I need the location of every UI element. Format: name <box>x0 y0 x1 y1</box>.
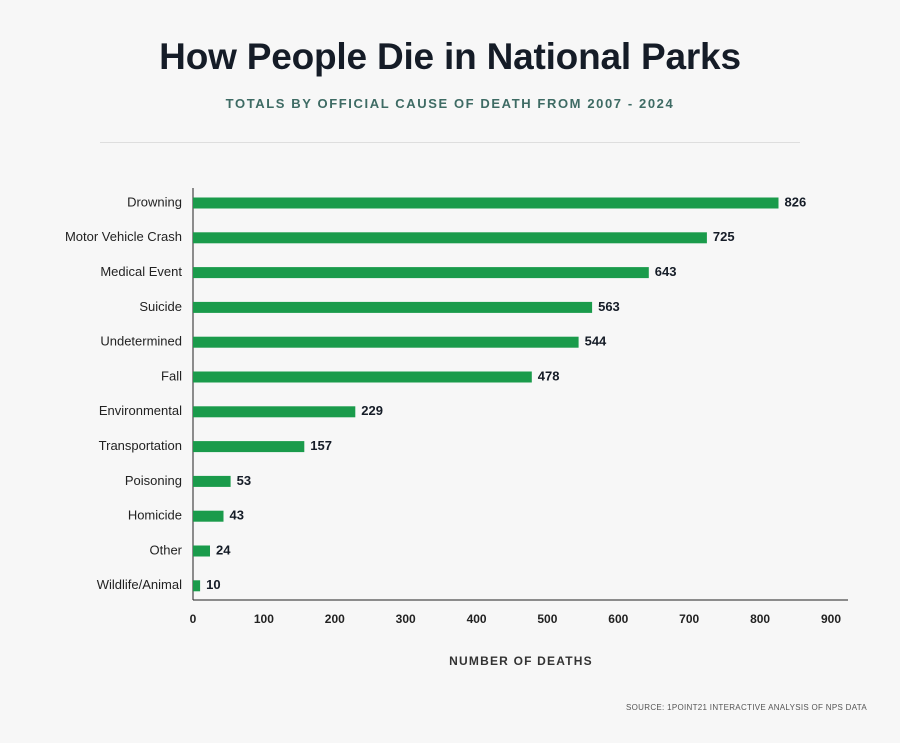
bar <box>193 406 356 418</box>
data-label: 478 <box>538 368 560 383</box>
category-label: Wildlife/Animal <box>97 577 182 592</box>
data-label: 229 <box>361 403 383 418</box>
data-label: 725 <box>713 229 735 244</box>
x-tick-label: 500 <box>537 612 557 626</box>
x-tick-label: 100 <box>254 612 274 626</box>
source-note: SOURCE: 1POINT21 INTERACTIVE ANALYSIS OF… <box>626 703 867 712</box>
data-label: 826 <box>785 194 807 209</box>
data-label: 24 <box>216 542 231 557</box>
data-label: 43 <box>230 508 244 523</box>
x-tick-label: 300 <box>396 612 416 626</box>
category-label: Other <box>149 542 182 557</box>
bar <box>193 232 707 244</box>
x-tick-label: 900 <box>821 612 841 626</box>
chart-title: How People Die in National Parks <box>159 36 741 77</box>
chart-subtitle: TOTALS BY OFFICIAL CAUSE OF DEATH FROM 2… <box>225 96 675 111</box>
bar <box>193 197 779 209</box>
bar <box>193 336 579 348</box>
data-label: 544 <box>585 334 607 349</box>
category-label: Transportation <box>99 438 182 453</box>
bar <box>193 475 231 487</box>
category-label: Undetermined <box>100 334 182 349</box>
x-axis-label: NUMBER OF DEATHS <box>449 654 593 668</box>
bar <box>193 267 649 279</box>
header-divider <box>100 142 800 143</box>
data-label: 563 <box>598 299 620 314</box>
data-label: 643 <box>655 264 677 279</box>
x-tick-label: 800 <box>750 612 770 626</box>
x-tick-label: 400 <box>467 612 487 626</box>
category-label: Suicide <box>139 299 182 314</box>
data-label: 157 <box>310 438 332 453</box>
x-tick-label: 600 <box>608 612 628 626</box>
category-label: Drowning <box>127 194 182 209</box>
bar <box>193 301 593 313</box>
x-tick-label: 700 <box>679 612 699 626</box>
x-tick-label: 0 <box>190 612 197 626</box>
category-label: Homicide <box>128 508 182 523</box>
bar <box>193 441 305 453</box>
category-label: Fall <box>161 368 182 383</box>
category-label: Poisoning <box>125 473 182 488</box>
data-label: 53 <box>237 473 251 488</box>
bar <box>193 545 210 557</box>
data-label: 10 <box>206 577 220 592</box>
category-label: Motor Vehicle Crash <box>65 229 182 244</box>
bar <box>193 580 201 592</box>
bar <box>193 371 532 383</box>
x-tick-label: 200 <box>325 612 345 626</box>
category-label: Medical Event <box>100 264 182 279</box>
category-label: Environmental <box>99 403 182 418</box>
bar <box>193 510 224 522</box>
